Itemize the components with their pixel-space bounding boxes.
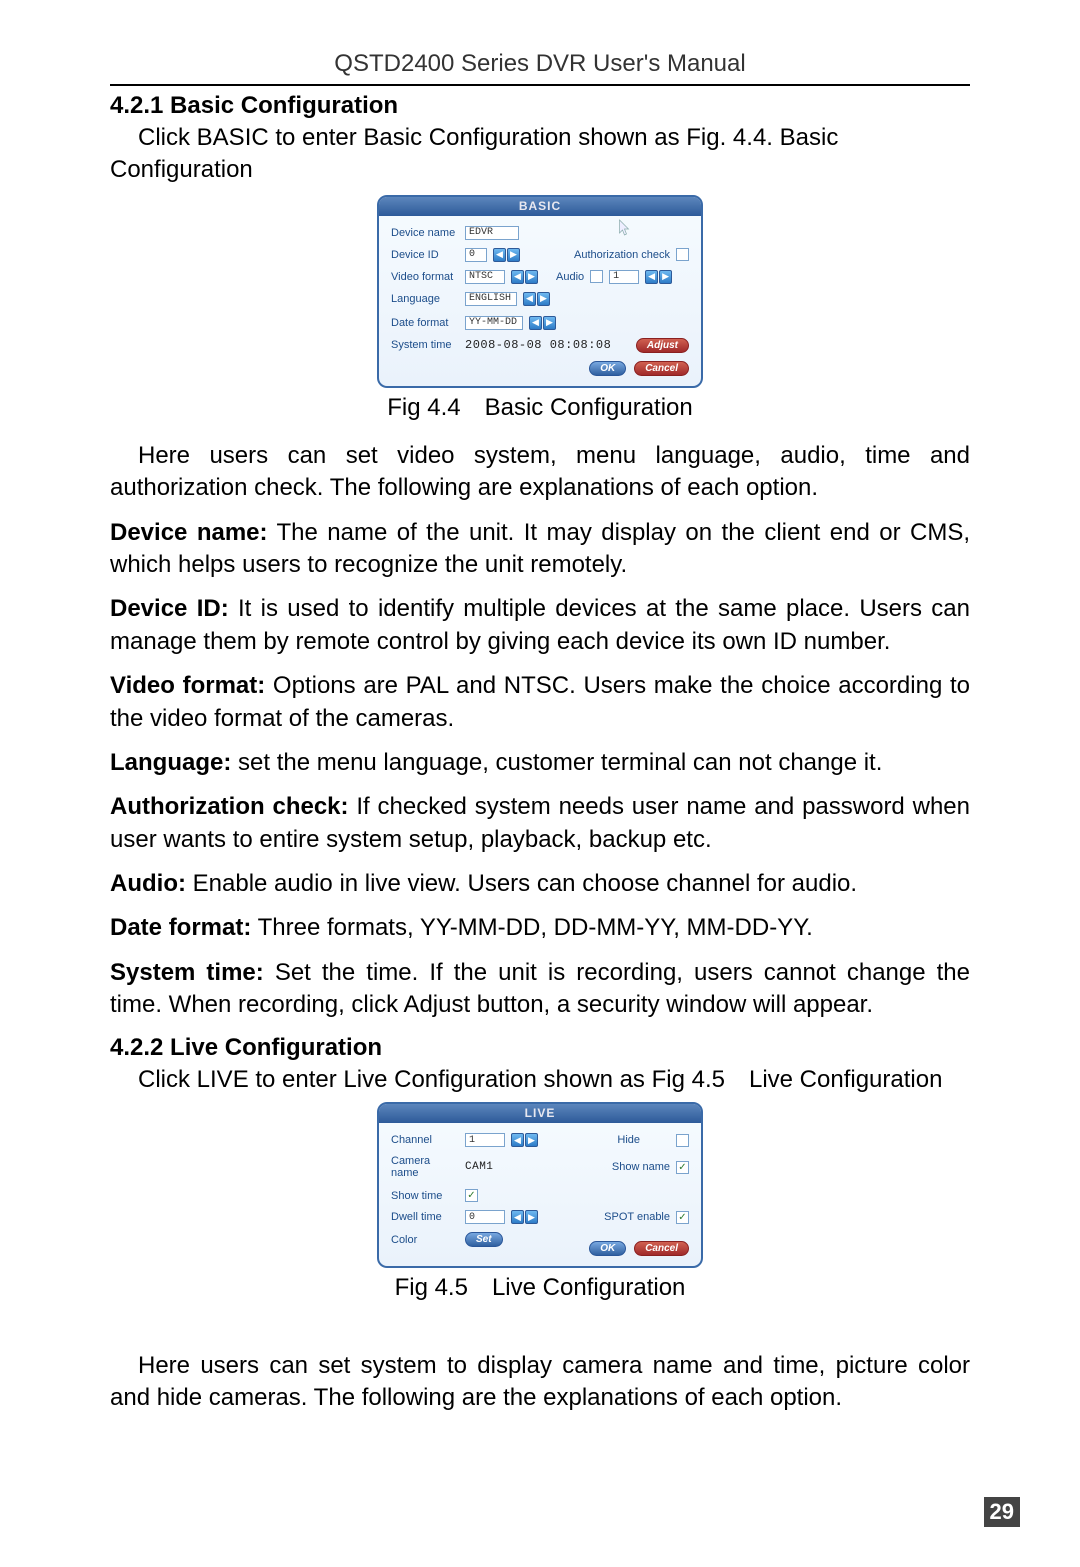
label-show-time: Show time xyxy=(391,1190,459,1202)
arrow-left-icon[interactable]: ◀ xyxy=(511,1210,524,1224)
label-language: Language xyxy=(391,293,459,305)
para-auth: Authorization check: If checked system n… xyxy=(110,791,970,856)
para-system-time: System time: Set the time. If the unit i… xyxy=(110,957,970,1022)
select-date-format[interactable]: YY-MM-DD xyxy=(465,316,523,330)
para-audio: Audio: Enable audio in live view. Users … xyxy=(110,868,970,900)
checkbox-hide[interactable] xyxy=(676,1134,689,1147)
basic-dialog-title: BASIC xyxy=(379,197,701,216)
label-date-format: Date format xyxy=(391,317,459,329)
checkbox-auth[interactable] xyxy=(676,248,689,261)
label-system-time: System time xyxy=(391,339,459,351)
intro-live: Click LIVE to enter Live Configuration s… xyxy=(110,1064,970,1096)
label-video-format: Video format xyxy=(391,271,459,283)
page-number: 29 xyxy=(984,1497,1020,1527)
para-device-name: Device name: The name of the unit. It ma… xyxy=(110,517,970,582)
dwell-time-stepper[interactable]: ◀ ▶ xyxy=(511,1210,538,1224)
live-dialog: LIVE Channel 1 ◀ ▶ Hide Camera name CAM1… xyxy=(377,1102,703,1268)
section-heading-basic: 4.2.1 Basic Configuration xyxy=(110,92,970,120)
para-live-after: Here users can set system to display cam… xyxy=(110,1350,970,1415)
label-dwell-time: Dwell time xyxy=(391,1211,459,1223)
checkbox-audio[interactable] xyxy=(590,270,603,283)
arrow-left-icon[interactable]: ◀ xyxy=(493,248,506,262)
ok-button[interactable]: OK xyxy=(589,361,626,376)
para-overview: Here users can set video system, menu la… xyxy=(110,440,970,505)
input-device-name[interactable]: EDVR xyxy=(465,226,519,240)
arrow-right-icon[interactable]: ▶ xyxy=(525,1210,538,1224)
term-date-format: Date format: xyxy=(110,914,251,941)
select-video-format[interactable]: NTSC xyxy=(465,270,505,284)
adjust-button[interactable]: Adjust xyxy=(636,338,689,353)
intro-basic: Click BASIC to enter Basic Configuration… xyxy=(110,122,970,187)
text-audio: Enable audio in live view. Users can cho… xyxy=(186,870,857,897)
cancel-button[interactable]: Cancel xyxy=(634,1241,689,1256)
arrow-left-icon[interactable]: ◀ xyxy=(511,270,524,284)
term-language: Language: xyxy=(110,749,231,776)
term-auth: Authorization check: xyxy=(110,793,349,820)
label-audio: Audio xyxy=(556,271,584,283)
section-heading-live: 4.2.2 Live Configuration xyxy=(110,1034,970,1062)
checkbox-spot-enable[interactable]: ✓ xyxy=(676,1211,689,1224)
input-device-id[interactable]: 0 xyxy=(465,248,487,262)
arrow-right-icon[interactable]: ▶ xyxy=(507,248,520,262)
set-button[interactable]: Set xyxy=(465,1232,503,1247)
arrow-right-icon[interactable]: ▶ xyxy=(537,292,550,306)
input-camera-name[interactable]: CAM1 xyxy=(465,1161,493,1173)
term-device-name: Device name: xyxy=(110,519,268,546)
term-system-time: System time: xyxy=(110,959,264,986)
text-date-format: Three formats, YY-MM-DD, DD-MM-YY, MM-DD… xyxy=(251,914,812,941)
channel-stepper[interactable]: ◀ ▶ xyxy=(511,1133,538,1147)
label-auth-check: Authorization check xyxy=(574,249,670,261)
input-audio-channel[interactable]: 1 xyxy=(609,270,639,284)
label-color: Color xyxy=(391,1234,459,1246)
label-channel: Channel xyxy=(391,1134,459,1146)
term-audio: Audio: xyxy=(110,870,186,897)
label-device-name: Device name xyxy=(391,227,459,239)
checkbox-show-time[interactable]: ✓ xyxy=(465,1189,478,1202)
term-device-id: Device ID: xyxy=(110,595,229,622)
para-language: Language: set the menu language, custome… xyxy=(110,747,970,779)
arrow-left-icon[interactable]: ◀ xyxy=(523,292,536,306)
arrow-left-icon[interactable]: ◀ xyxy=(645,270,658,284)
arrow-left-icon[interactable]: ◀ xyxy=(511,1133,524,1147)
label-device-id: Device ID xyxy=(391,249,459,261)
value-system-time: 2008-08-08 08:08:08 xyxy=(465,338,611,352)
ok-button[interactable]: OK xyxy=(589,1241,626,1256)
text-language: set the menu language, customer terminal… xyxy=(231,749,882,776)
label-show-name: Show name xyxy=(612,1161,670,1173)
caption-fig-4-5: Fig 4.5 Live Configuration xyxy=(110,1274,970,1302)
caption-fig-4-4: Fig 4.4 Basic Configuration xyxy=(110,394,970,422)
input-channel[interactable]: 1 xyxy=(465,1133,505,1147)
page-header: QSTD2400 Series DVR User's Manual xyxy=(110,50,970,86)
para-date-format: Date format: Three formats, YY-MM-DD, DD… xyxy=(110,912,970,944)
arrow-right-icon[interactable]: ▶ xyxy=(525,1133,538,1147)
device-id-stepper[interactable]: ◀ ▶ xyxy=(493,248,520,262)
cancel-button[interactable]: Cancel xyxy=(634,361,689,376)
text-device-id: It is used to identify multiple devices … xyxy=(110,595,970,654)
date-format-stepper[interactable]: ◀ ▶ xyxy=(529,316,556,330)
live-dialog-title: LIVE xyxy=(379,1104,701,1123)
select-language[interactable]: ENGLISH xyxy=(465,292,517,306)
arrow-right-icon[interactable]: ▶ xyxy=(659,270,672,284)
audio-channel-stepper[interactable]: ◀ ▶ xyxy=(645,270,672,284)
arrow-right-icon[interactable]: ▶ xyxy=(525,270,538,284)
para-video-format: Video format: Options are PAL and NTSC. … xyxy=(110,670,970,735)
basic-dialog: BASIC Device name EDVR Device ID 0 ◀ ▶ A… xyxy=(377,195,703,388)
label-camera-name: Camera name xyxy=(391,1155,459,1179)
term-video-format: Video format: xyxy=(110,672,265,699)
label-spot-enable: SPOT enable xyxy=(604,1211,670,1223)
label-hide: Hide xyxy=(617,1134,640,1146)
video-format-stepper[interactable]: ◀ ▶ xyxy=(511,270,538,284)
checkbox-show-name[interactable]: ✓ xyxy=(676,1161,689,1174)
input-dwell-time[interactable]: 0 xyxy=(465,1210,505,1224)
language-stepper[interactable]: ◀ ▶ xyxy=(523,292,550,306)
para-device-id: Device ID: It is used to identify multip… xyxy=(110,593,970,658)
arrow-left-icon[interactable]: ◀ xyxy=(529,316,542,330)
arrow-right-icon[interactable]: ▶ xyxy=(543,316,556,330)
